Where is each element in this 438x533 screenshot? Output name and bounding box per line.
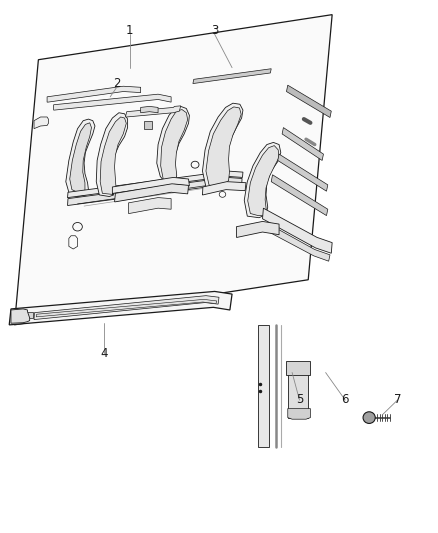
Bar bbox=[259, 393, 267, 415]
Polygon shape bbox=[34, 296, 219, 319]
Polygon shape bbox=[53, 94, 171, 110]
Bar bbox=[27, 312, 33, 318]
Polygon shape bbox=[286, 361, 311, 375]
Polygon shape bbox=[278, 154, 328, 191]
Polygon shape bbox=[286, 85, 331, 117]
Polygon shape bbox=[96, 113, 127, 197]
Polygon shape bbox=[288, 362, 308, 418]
Bar bbox=[259, 346, 267, 375]
Text: 3: 3 bbox=[211, 24, 218, 37]
Text: 6: 6 bbox=[342, 393, 349, 406]
Polygon shape bbox=[128, 198, 171, 214]
Polygon shape bbox=[11, 309, 30, 323]
Polygon shape bbox=[288, 409, 311, 419]
Ellipse shape bbox=[294, 383, 303, 391]
Polygon shape bbox=[258, 325, 269, 447]
Ellipse shape bbox=[363, 412, 375, 423]
Polygon shape bbox=[271, 175, 328, 216]
Polygon shape bbox=[202, 182, 246, 195]
Bar bbox=[290, 383, 304, 409]
Text: 1: 1 bbox=[126, 24, 134, 37]
Polygon shape bbox=[9, 292, 232, 325]
Polygon shape bbox=[125, 106, 181, 117]
Bar bbox=[76, 171, 85, 182]
Polygon shape bbox=[115, 184, 188, 202]
Bar bbox=[144, 120, 152, 128]
Text: 4: 4 bbox=[100, 348, 107, 360]
Polygon shape bbox=[66, 119, 95, 197]
Polygon shape bbox=[157, 107, 189, 183]
Polygon shape bbox=[161, 110, 187, 181]
Text: 7: 7 bbox=[394, 393, 401, 406]
Polygon shape bbox=[67, 177, 242, 206]
Polygon shape bbox=[206, 107, 241, 188]
Text: 2: 2 bbox=[113, 77, 120, 90]
Polygon shape bbox=[14, 14, 332, 325]
Polygon shape bbox=[67, 171, 243, 198]
Polygon shape bbox=[202, 103, 243, 190]
Polygon shape bbox=[193, 69, 271, 84]
Polygon shape bbox=[282, 127, 323, 160]
Polygon shape bbox=[244, 142, 281, 217]
Polygon shape bbox=[100, 117, 126, 195]
Polygon shape bbox=[248, 146, 279, 216]
Polygon shape bbox=[141, 107, 158, 113]
Polygon shape bbox=[36, 300, 217, 317]
Polygon shape bbox=[266, 223, 330, 261]
Polygon shape bbox=[34, 117, 48, 128]
Polygon shape bbox=[47, 86, 141, 102]
Polygon shape bbox=[262, 208, 332, 253]
Text: 5: 5 bbox=[296, 393, 303, 406]
Polygon shape bbox=[237, 221, 279, 237]
Polygon shape bbox=[113, 177, 189, 195]
Polygon shape bbox=[70, 123, 92, 193]
